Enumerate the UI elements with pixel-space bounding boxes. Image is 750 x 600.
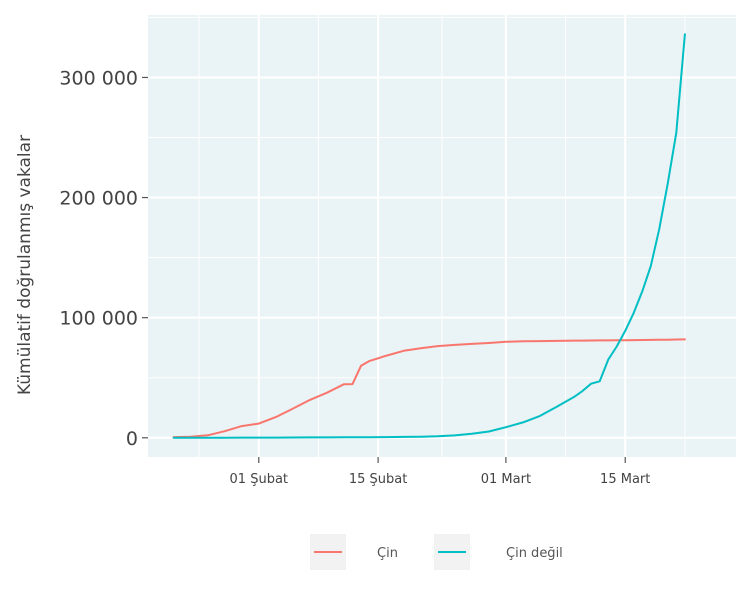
series-lines: [172, 33, 686, 439]
grid-major: [148, 15, 736, 457]
y-tick-label: 100 000: [59, 308, 138, 330]
grid-minor: [148, 15, 736, 457]
y-tick-label: 300 000: [59, 67, 138, 89]
y-tick-label: 200 000: [59, 188, 138, 210]
series-line-2: [172, 33, 686, 439]
legend: Çin Çin değil: [310, 534, 563, 570]
series-line-1: [172, 338, 686, 439]
y-tick-label: 0: [126, 428, 138, 450]
y-axis-label: Kümülatif doğrulanmış vakalar: [15, 135, 35, 395]
x-tick-label: 15 Mart: [600, 472, 650, 487]
y-axis-ticks: 0 100 000 200 000 300 000: [59, 67, 148, 450]
x-tick-label: 01 Şubat: [230, 472, 288, 487]
x-tick-label: 15 Şubat: [349, 472, 407, 487]
x-axis-ticks: 01 Şubat 15 Şubat 01 Mart 15 Mart: [230, 457, 650, 487]
legend-label: Çin: [377, 546, 398, 561]
x-tick-label: 01 Mart: [481, 472, 531, 487]
legend-label: Çin değil: [506, 546, 563, 561]
